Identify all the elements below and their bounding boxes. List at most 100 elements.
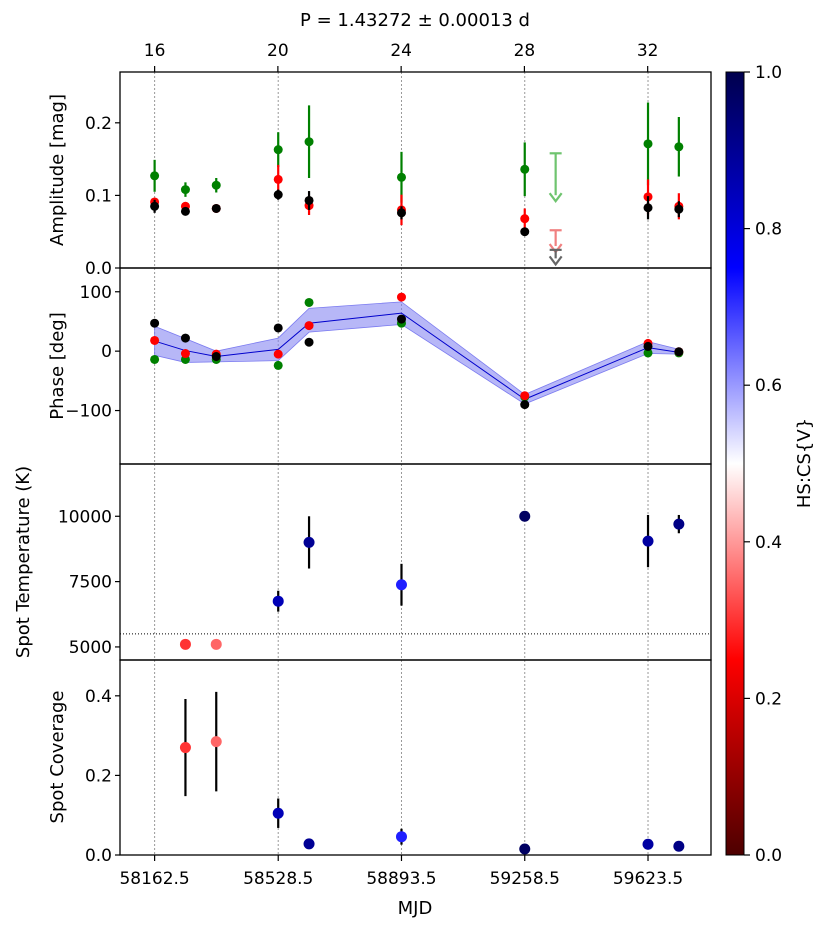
x-tick-label-2: 58893.5 [366,869,436,889]
colorbar-tick-label-0: 0.0 [755,846,782,866]
phase-point-red-0 [150,335,160,345]
top-tick-label-2: 24 [390,41,412,61]
temperature-point-0 [179,638,191,650]
temperature-point-6 [642,535,654,547]
amp-point-green-1 [180,185,190,195]
phase-point-black-6 [520,400,530,410]
y-tick-label-coverage-2: 0.4 [85,687,112,707]
amp-point-black-7 [643,203,653,213]
y-tick-label-amplitude-0: 0.0 [85,259,112,279]
top-tick-label-0: 16 [144,41,166,61]
temperature-point-3 [303,536,315,548]
ticks-layer: 0.0 0.1 0.2 −100 0 100 5000 7500 10000 0.0 0.2 0.4 5… [58,41,683,889]
x-tick-label-0: 58162.5 [119,869,189,889]
colorbar-label: HS:CS{V} [794,418,815,508]
amp-point-red-3 [273,174,283,184]
amp-point-black-5 [396,208,406,218]
amp-point-black-0 [150,201,160,211]
marks-layer [150,102,685,855]
top-tick-label-1: 20 [267,41,289,61]
amp-point-green-7 [643,139,653,149]
phase-point-black-7 [643,341,653,351]
y-label-amplitude: Amplitude [mag] [47,94,68,246]
phase-point-black-2 [211,351,221,361]
y-tick-label-coverage-0: 0.0 [85,846,112,866]
y-tick-label-coverage-1: 0.2 [85,766,112,786]
phase-point-black-0 [150,318,160,328]
y-tick-label-phase-2: 100 [80,283,112,303]
temperature-point-1 [210,638,222,650]
panel-frame-temperature [119,463,712,661]
x-axis-label: MJD [398,898,433,919]
band-layer [154,301,680,405]
amp-point-black-1 [180,206,190,216]
temperature-point-4 [395,579,407,591]
y-tick-label-temperature-2: 10000 [58,507,112,527]
phase-point-black-8 [674,347,684,357]
phase-band [154,301,680,405]
panel-frame-phase [119,267,712,465]
amp-point-red-6 [520,214,530,224]
phase-point-green-0 [150,354,160,364]
amp-point-black-3 [273,190,283,200]
coverage-point-2 [272,807,284,819]
colorbar-tick-label-4: 0.8 [755,220,782,240]
phase-point-black-3 [273,323,283,333]
colorbar-tick-label-5: 1.0 [755,63,782,83]
amp-point-green-3 [273,145,283,155]
chart-title: P = 1.43272 ± 0.00013 d [300,10,530,31]
phase-point-red-1 [180,349,190,359]
x-tick-label-1: 58528.5 [243,869,313,889]
amp-point-black-8 [674,204,684,214]
amp-point-green-2 [211,180,221,190]
colorbar-tick-label-1: 0.2 [755,689,782,709]
panel-frame-amplitude [119,71,712,269]
amp-point-green-6 [520,164,530,174]
amp-point-green-8 [674,142,684,152]
x-tick-label-3: 59258.5 [490,869,560,889]
colorbar-ticks: 0.0 0.2 0.4 0.6 0.8 1.0 [744,63,782,866]
amp-limit-arrow-green [548,192,563,204]
y-tick-label-amplitude-2: 0.2 [85,114,112,134]
colorbar [725,71,745,856]
coverage-point-5 [519,843,531,855]
amp-limit-arrow-black [548,255,563,267]
coverage-point-1 [210,736,222,748]
amp-point-black-6 [520,227,530,237]
amp-point-black-2 [211,203,221,213]
frames-layer [119,71,712,856]
amp-point-green-4 [304,137,314,147]
colorbar-tick-label-3: 0.6 [755,376,782,396]
coverage-point-7 [673,840,685,852]
amp-point-black-4 [304,195,314,205]
coverage-point-6 [642,838,654,850]
phase-point-green-4 [304,297,314,307]
phase-point-green-7 [643,348,653,358]
y-label-temperature: Spot Temperature (K) [13,466,34,658]
coverage-point-3 [303,838,315,850]
temperature-point-2 [272,595,284,607]
colorbar-tick-label-2: 0.4 [755,533,782,553]
y-tick-label-phase-0: −100 [65,402,112,422]
y-tick-label-phase-1: 0 [101,342,112,362]
amp-point-green-0 [150,171,160,181]
panel-frame-coverage [119,659,712,856]
phase-point-red-5 [396,292,406,302]
y-label-phase: Phase [deg] [47,312,68,419]
phase-point-red-6 [520,391,530,401]
phase-point-green-3 [273,360,283,370]
temperature-point-5 [519,510,531,522]
phase-point-red-4 [304,321,314,331]
y-tick-label-temperature-0: 5000 [69,638,112,658]
phase-point-red-3 [273,349,283,359]
y-tick-label-amplitude-1: 0.1 [85,186,112,206]
coverage-point-0 [179,742,191,754]
top-tick-label-4: 32 [637,41,659,61]
grid-layer [120,72,711,855]
y-tick-label-temperature-1: 7500 [69,573,112,593]
x-tick-label-4: 59623.5 [613,869,683,889]
y-label-coverage: Spot Coverage [47,691,68,824]
phase-point-black-1 [180,333,190,343]
top-tick-label-3: 28 [514,41,536,61]
